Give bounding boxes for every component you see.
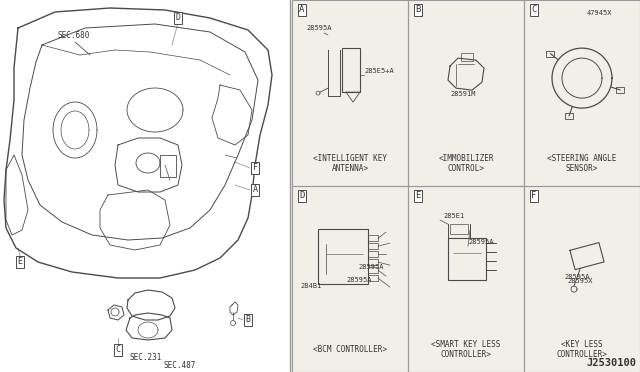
- Text: <KEY LESS
CONTROLLER>: <KEY LESS CONTROLLER>: [557, 340, 607, 359]
- Bar: [0, 0, 290, 372]
- Text: <IMMOBILIZER
CONTROL>: <IMMOBILIZER CONTROL>: [438, 154, 493, 173]
- Bar: [408, 186, 524, 372]
- Bar: [368, 235, 378, 241]
- Text: <INTELLIGENT KEY
ANTENNA>: <INTELLIGENT KEY ANTENNA>: [313, 154, 387, 173]
- Bar: [408, 0, 524, 186]
- Text: <BCM CONTROLLER>: <BCM CONTROLLER>: [313, 345, 387, 354]
- Bar: [461, 53, 473, 61]
- Bar: [368, 275, 378, 281]
- Bar: [524, 0, 640, 186]
- Text: C: C: [531, 6, 537, 15]
- Bar: [565, 113, 573, 119]
- Bar: [616, 87, 624, 93]
- Text: A: A: [253, 186, 257, 195]
- Text: 28595A: 28595A: [346, 277, 371, 283]
- Text: B: B: [246, 315, 250, 324]
- Text: 285E5+A: 285E5+A: [364, 68, 394, 74]
- Bar: [318, 229, 368, 284]
- Bar: [342, 48, 360, 92]
- Text: D: D: [175, 13, 180, 22]
- Text: 47945X: 47945X: [587, 10, 612, 16]
- Text: E: E: [17, 257, 22, 266]
- Text: E: E: [415, 192, 420, 201]
- Text: 28595A: 28595A: [468, 239, 493, 245]
- Text: B: B: [415, 6, 420, 15]
- Text: 28591M: 28591M: [450, 91, 476, 97]
- Bar: [450, 224, 468, 234]
- Text: <STEERING ANGLE
SENSOR>: <STEERING ANGLE SENSOR>: [547, 154, 617, 173]
- Text: SEC.231: SEC.231: [130, 353, 163, 362]
- Text: <SMART KEY LESS
CONTROLLER>: <SMART KEY LESS CONTROLLER>: [431, 340, 500, 359]
- Bar: [368, 267, 378, 273]
- Text: 28595A: 28595A: [564, 274, 589, 280]
- Bar: [292, 186, 408, 372]
- Text: 28595X: 28595X: [567, 278, 593, 284]
- Text: A: A: [300, 6, 305, 15]
- Bar: [160, 155, 176, 177]
- Text: 284B1: 284B1: [300, 283, 321, 289]
- Bar: [292, 0, 408, 186]
- Text: 28595A: 28595A: [306, 25, 332, 31]
- Text: F: F: [253, 164, 257, 173]
- Text: C: C: [115, 346, 120, 355]
- Bar: [448, 238, 486, 280]
- Text: SEC.487: SEC.487: [163, 361, 195, 370]
- Bar: [368, 243, 378, 249]
- Bar: [547, 51, 554, 57]
- Bar: [368, 251, 378, 257]
- Text: D: D: [300, 192, 305, 201]
- Bar: [368, 259, 378, 265]
- Text: SEC.680: SEC.680: [58, 31, 90, 40]
- Text: 28595A: 28595A: [358, 264, 383, 270]
- Text: J2530100: J2530100: [586, 358, 636, 368]
- Bar: [524, 186, 640, 372]
- Text: F: F: [531, 192, 537, 201]
- Text: 285E1: 285E1: [443, 213, 464, 219]
